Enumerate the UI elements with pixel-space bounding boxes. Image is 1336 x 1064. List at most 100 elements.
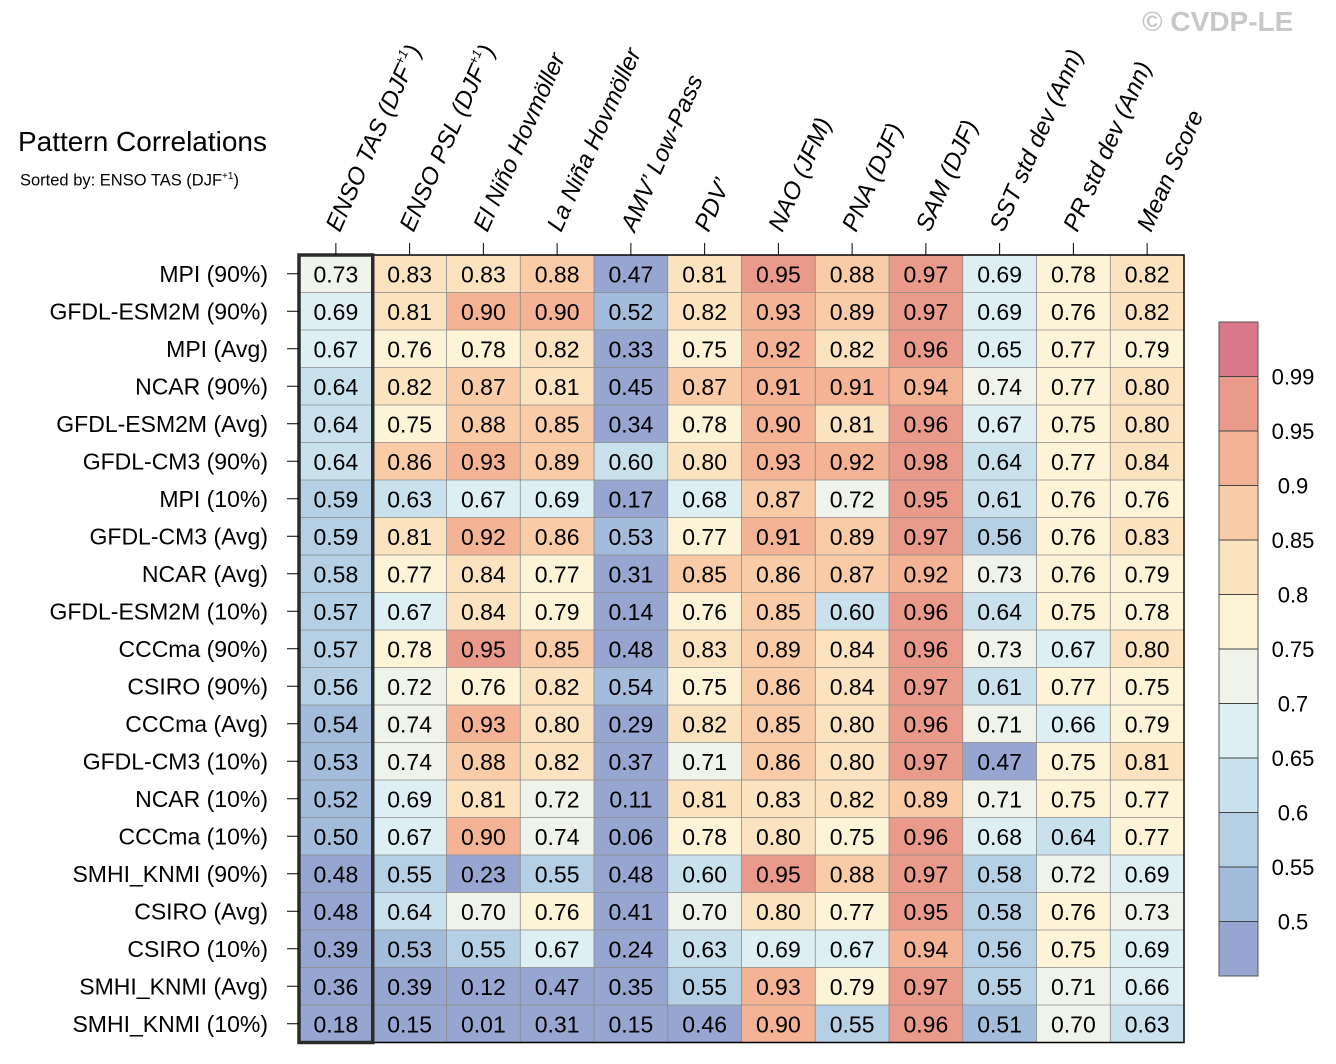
cell-value-label: 0.80 <box>535 711 580 737</box>
cell-value-label: 0.69 <box>1125 936 1170 962</box>
heatmap-cell <box>889 405 963 443</box>
cell-value-label: 0.81 <box>387 299 432 325</box>
heatmap-cell <box>299 667 373 705</box>
row-label: MPI (90%) <box>159 261 268 287</box>
cell-value-label: 0.71 <box>977 711 1022 737</box>
cell-value-label: 0.55 <box>682 974 727 1000</box>
heatmap-cell <box>299 517 373 555</box>
cell-value-label: 0.70 <box>461 899 506 925</box>
cell-value-label: 0.66 <box>1125 974 1170 1000</box>
cell-value-label: 0.48 <box>608 636 653 662</box>
heatmap-cell <box>1110 517 1184 555</box>
heatmap-cell <box>889 817 963 855</box>
cell-value-label: 0.63 <box>1125 1011 1170 1037</box>
heatmap-cell <box>299 855 373 893</box>
heatmap-cell <box>741 480 816 518</box>
heatmap-cell <box>594 555 668 593</box>
heatmap-cell <box>1110 330 1184 368</box>
cell-value-label: 0.72 <box>830 486 875 512</box>
cell-value-label: 0.77 <box>1125 824 1170 850</box>
cell-value-label: 0.48 <box>313 899 358 925</box>
cell-value-label: 0.79 <box>1125 711 1170 737</box>
cell-value-label: 0.61 <box>977 674 1022 700</box>
row-label: NCAR (90%) <box>135 373 268 399</box>
cell-value-label: 0.92 <box>903 561 948 587</box>
heatmap-cell <box>299 292 373 330</box>
heatmap-cell <box>889 255 963 293</box>
heatmap-cell <box>1110 742 1184 780</box>
cell-value-label: 0.53 <box>313 749 358 775</box>
cell-value-label: 0.48 <box>313 861 358 887</box>
cell-value-label: 0.73 <box>1125 899 1170 925</box>
heatmap-cell <box>741 630 816 668</box>
cell-value-label: 0.86 <box>756 749 801 775</box>
colorbar-tick-label: 0.99 <box>1272 365 1315 390</box>
cell-value-label: 0.69 <box>387 786 432 812</box>
row-label: CSIRO (Avg) <box>134 898 268 924</box>
heatmap-cell <box>889 517 963 555</box>
cell-value-label: 0.69 <box>313 299 358 325</box>
heatmap-cell <box>299 405 373 443</box>
colorbar: 0.5 0.55 0.6 0.65 0.7 0.75 0.8 0.85 0.9 0.95 0.99 <box>1218 321 1315 977</box>
cell-value-label: 0.64 <box>313 411 358 437</box>
cell-value-label: 0.66 <box>1051 711 1096 737</box>
cell-value-label: 0.39 <box>387 974 432 1000</box>
cell-value-label: 0.59 <box>313 486 358 512</box>
cell-value-label: 0.76 <box>461 674 506 700</box>
heatmap-cell <box>520 555 594 593</box>
heatmap-cell <box>1110 705 1184 743</box>
cell-value-label: 0.81 <box>535 374 580 400</box>
heatmap-cell <box>1036 1005 1111 1043</box>
cell-value-label: 0.82 <box>830 336 875 362</box>
cell-value-label: 0.78 <box>1051 261 1096 287</box>
heatmap-cell <box>520 367 594 405</box>
heatmap-cell <box>520 405 594 443</box>
heatmap-cell <box>446 517 521 555</box>
cell-value-label: 0.77 <box>830 899 875 925</box>
cell-value-label: 0.76 <box>1051 486 1096 512</box>
cell-value-label: 0.89 <box>903 786 948 812</box>
cell-value-label: 0.78 <box>682 824 727 850</box>
cell-value-label: 0.98 <box>903 449 948 475</box>
heatmap-cell <box>446 592 521 630</box>
heatmap-cell <box>594 442 668 480</box>
heatmap-cell <box>815 255 889 293</box>
heatmap-cell <box>889 930 963 968</box>
column-label: Mean Score <box>1132 106 1209 235</box>
cell-value-label: 0.80 <box>1125 374 1170 400</box>
heatmap-cell <box>446 667 521 705</box>
cell-value-label: 0.64 <box>977 449 1022 475</box>
heatmap-cell <box>889 967 963 1005</box>
heatmap-cell <box>667 480 742 518</box>
heatmap-cell <box>889 367 963 405</box>
heatmap-cell <box>1036 630 1111 668</box>
cell-value-label: 0.55 <box>830 1011 875 1037</box>
cell-value-label: 0.76 <box>387 336 432 362</box>
cell-value-label: 0.67 <box>387 824 432 850</box>
cell-value-label: 0.01 <box>461 1011 506 1037</box>
heatmap-cell <box>741 667 816 705</box>
column-label: PNA (DJF) <box>837 119 908 235</box>
heatmap-cell <box>667 292 742 330</box>
cell-value-label: 0.74 <box>977 374 1022 400</box>
heatmap-cell <box>299 780 373 818</box>
cell-value-label: 0.75 <box>830 824 875 850</box>
heatmap-cell <box>446 705 521 743</box>
heatmap-cell <box>962 667 1037 705</box>
cell-value-label: 0.86 <box>756 674 801 700</box>
cell-value-label: 0.78 <box>387 636 432 662</box>
heatmap-cell <box>299 630 373 668</box>
cell-value-label: 0.77 <box>1051 674 1096 700</box>
cell-value-label: 0.65 <box>977 336 1022 362</box>
cell-value-label: 0.75 <box>1051 749 1096 775</box>
heatmap-cell <box>1036 780 1111 818</box>
cell-value-label: 0.74 <box>387 749 432 775</box>
cell-value-label: 0.75 <box>682 674 727 700</box>
heatmap-cell <box>1036 705 1111 743</box>
heatmap-cell <box>1036 480 1111 518</box>
heatmap-cell <box>815 517 889 555</box>
heatmap-cell <box>446 1005 521 1043</box>
heatmap-cell <box>667 630 742 668</box>
heatmap-cell <box>1036 930 1111 968</box>
heatmap-cell <box>815 555 889 593</box>
